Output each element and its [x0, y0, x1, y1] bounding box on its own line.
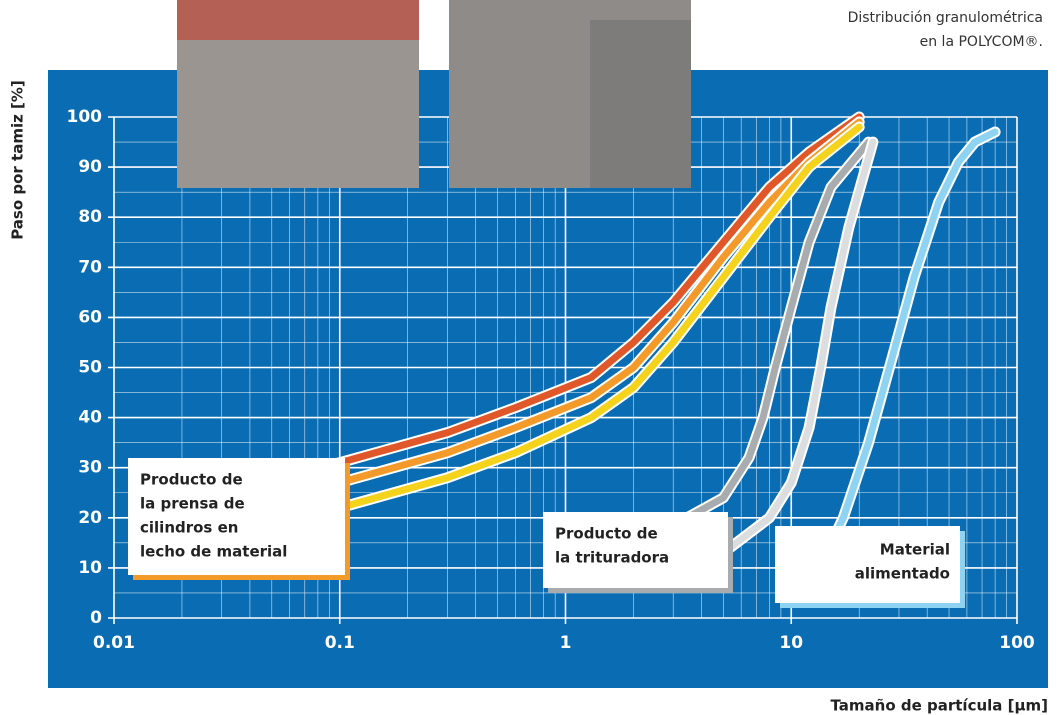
series-line — [679, 138, 873, 524]
series-line — [258, 118, 863, 507]
annotation-text: la trituradora — [555, 549, 669, 567]
y-tick-label: 100 — [67, 107, 103, 127]
annotation-text: cilindros en — [140, 519, 238, 537]
y-tick-label: 20 — [78, 508, 102, 528]
series-line — [258, 123, 863, 532]
series-line — [679, 138, 877, 577]
annotation-text: alimentado — [855, 565, 950, 583]
y-tick-label: 60 — [78, 307, 102, 327]
photo-detail — [590, 20, 691, 188]
annotation-text: Material — [880, 541, 950, 559]
y-tick-label: 50 — [78, 358, 102, 378]
series-line — [258, 113, 863, 484]
chart-title: Distribución granulométrica — [848, 10, 1043, 26]
y-tick-label: 0 — [90, 608, 102, 628]
x-tick-label: 0.1 — [325, 633, 355, 653]
photo-detail — [177, 0, 419, 40]
label-box — [775, 526, 960, 603]
chart-title: en la POLYCOM®. — [920, 34, 1043, 50]
annotation-text: Producto de — [140, 471, 243, 489]
x-tick-label: 1 — [560, 633, 572, 653]
annotation-text: lecho de material — [140, 543, 287, 561]
annotation-text: Producto de — [555, 525, 658, 543]
label-box — [128, 458, 345, 575]
x-tick-label: 100 — [999, 633, 1035, 653]
x-axis-label: Tamaño de partícula [µm] — [830, 697, 1048, 715]
y-axis-label: Paso por tamiz [%] — [9, 80, 27, 240]
x-tick-label: 0.01 — [93, 633, 135, 653]
y-tick-label: 70 — [78, 257, 102, 277]
label-box — [543, 512, 728, 588]
y-tick-label: 90 — [78, 157, 102, 177]
y-tick-label: 80 — [78, 207, 102, 227]
annotation-text: la prensa de — [140, 495, 245, 513]
y-tick-label: 10 — [78, 558, 102, 578]
x-tick-label: 10 — [779, 633, 803, 653]
y-tick-label: 40 — [78, 408, 102, 428]
y-tick-label: 30 — [78, 458, 102, 478]
series-line — [813, 128, 999, 577]
